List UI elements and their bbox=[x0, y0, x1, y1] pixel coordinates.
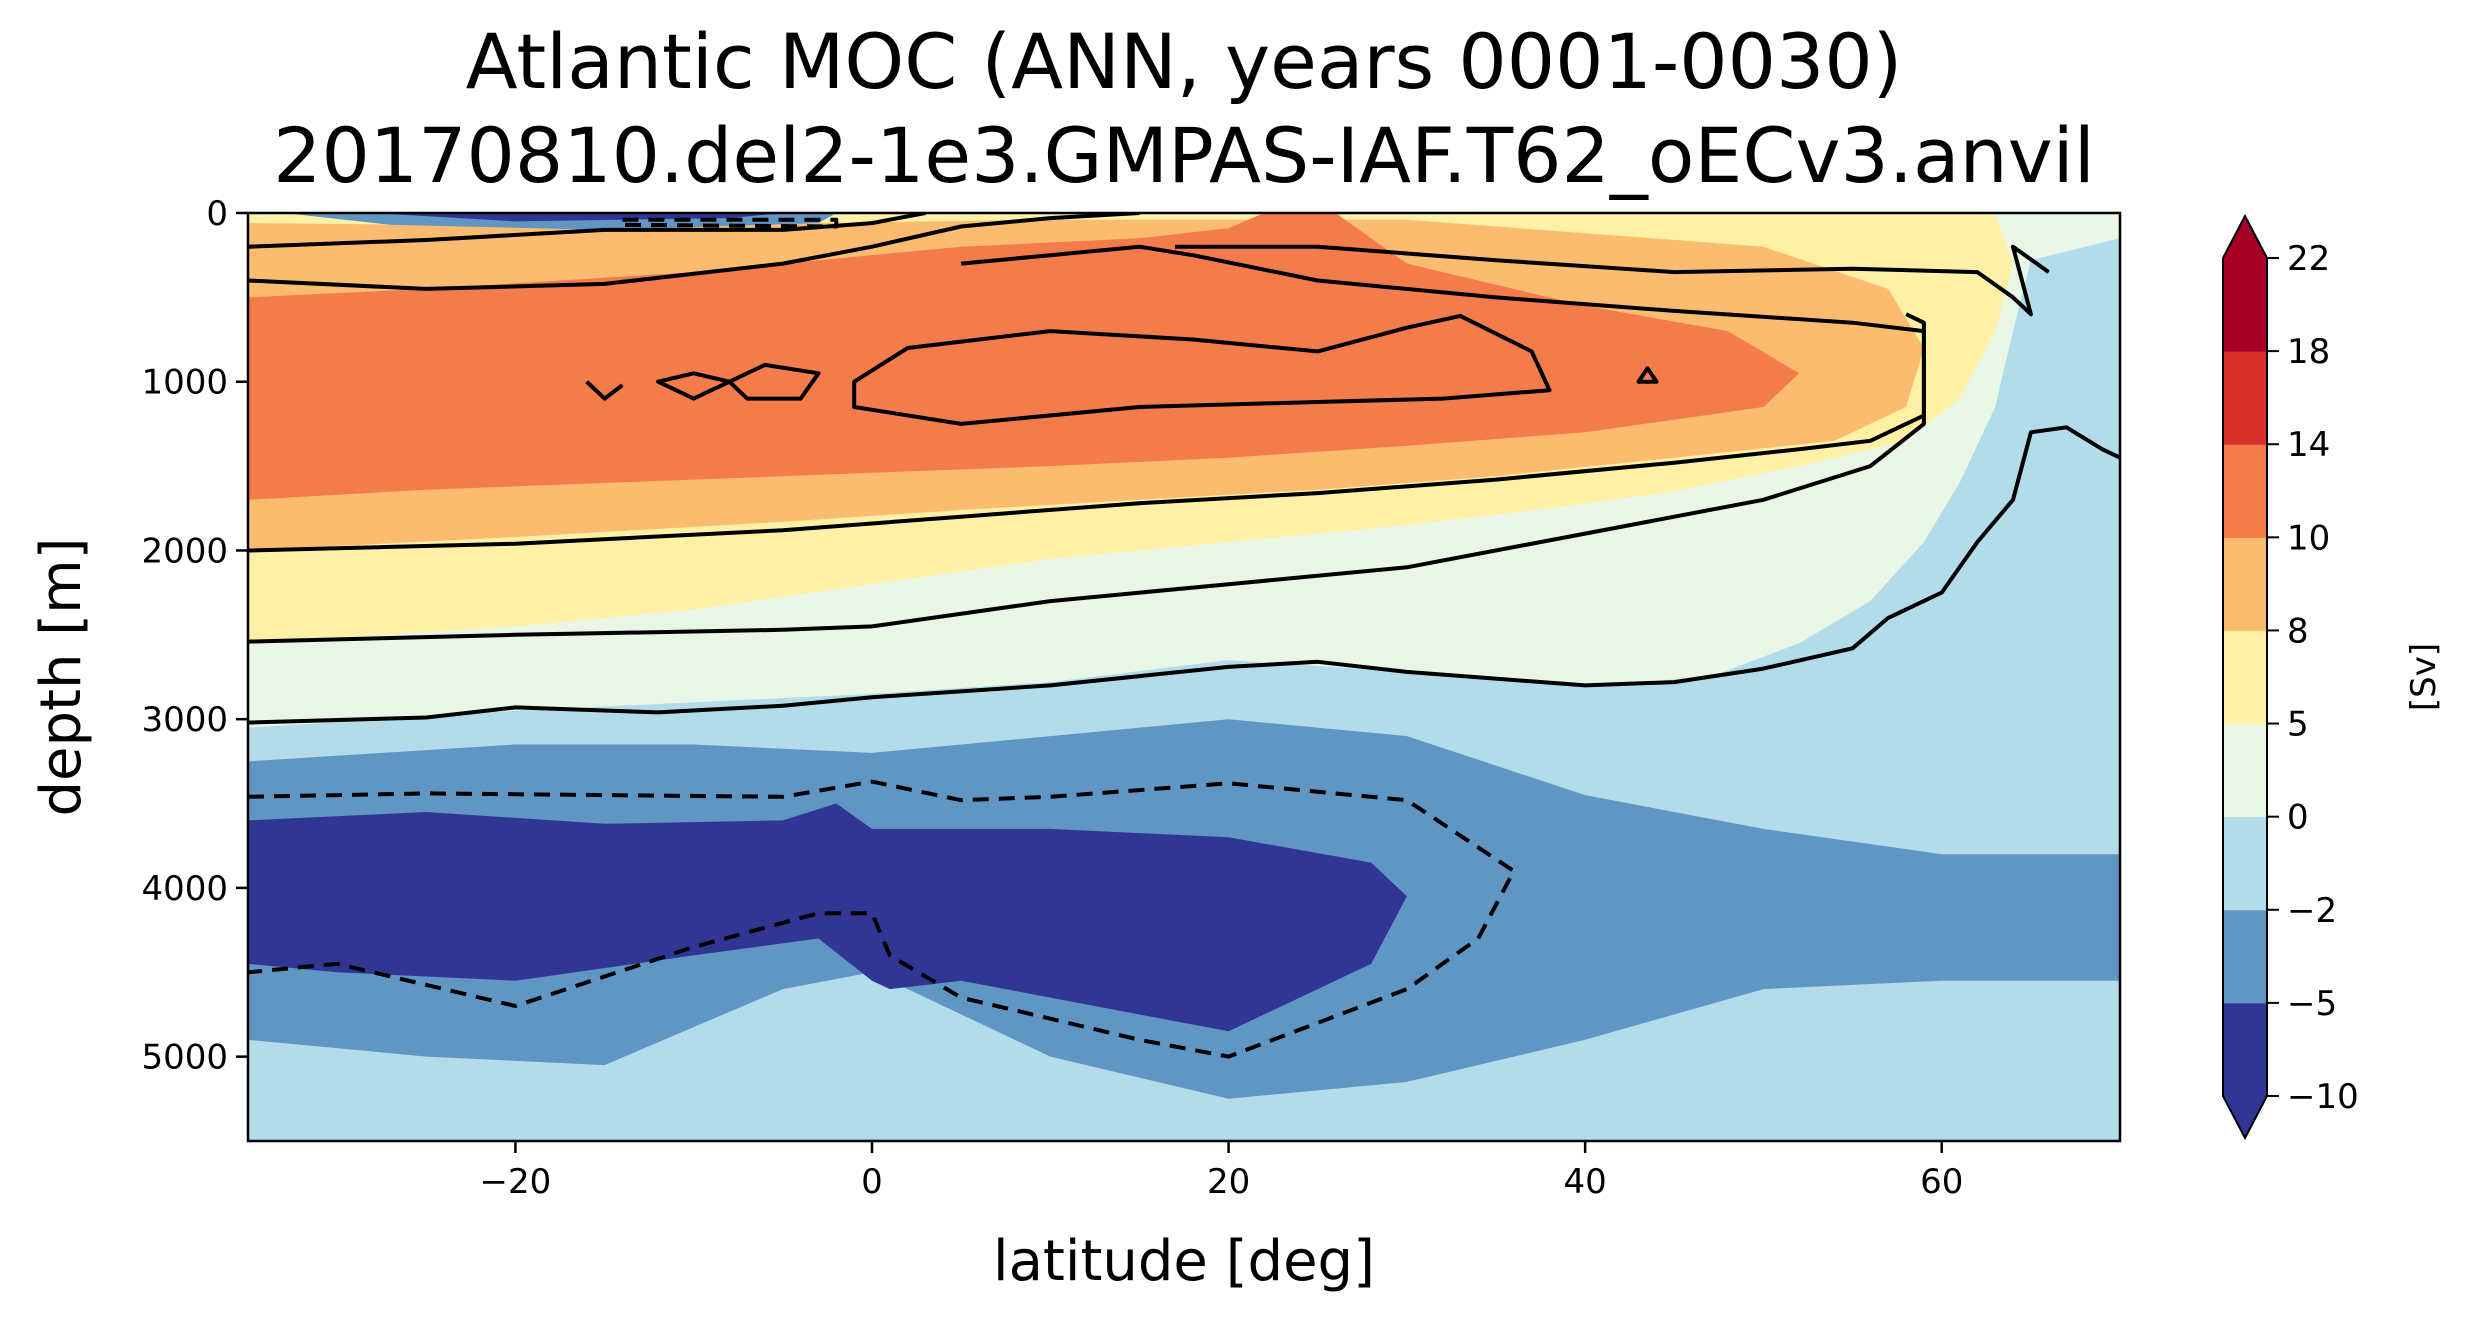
colorbar-tick-label: 14 bbox=[2287, 425, 2330, 465]
fill-band-neg10-neg5 bbox=[248, 803, 1407, 1032]
x-tick-label: −20 bbox=[480, 1162, 552, 1202]
y-tick-label: 1000 bbox=[141, 363, 228, 403]
contour-line-5sv-upper bbox=[248, 213, 926, 249]
contour-line-8sv-upper bbox=[248, 213, 1140, 291]
colorbar-tick-label: 22 bbox=[2287, 239, 2330, 279]
colorbar-segment bbox=[2223, 1002, 2267, 1097]
colorbar-segment bbox=[2223, 444, 2267, 538]
contour-line-5sv-deep bbox=[248, 312, 1926, 644]
contour-line-5sv-north bbox=[1175, 244, 2050, 317]
colorbar-tick-label: 10 bbox=[2287, 518, 2330, 558]
x-axis-ticks: −20 0 20 40 60 bbox=[480, 1141, 1963, 1202]
x-tick-label: 0 bbox=[861, 1162, 883, 1202]
y-tick-label: 4000 bbox=[141, 869, 228, 909]
x-axis-label: latitude [deg] bbox=[993, 1229, 1375, 1294]
contour-line-neg2sv bbox=[248, 779, 1516, 1059]
colorbar: −10 −5 −2 0 5 8 10 14 18 22 bbox=[2222, 213, 2359, 1141]
contour-line-10sv-blob-4 bbox=[1636, 366, 1659, 384]
y-axis-label: depth [m] bbox=[29, 537, 94, 816]
x-tick-label: 20 bbox=[1207, 1162, 1250, 1202]
colorbar-tick-label: −5 bbox=[2287, 984, 2337, 1024]
y-tick-label: 3000 bbox=[141, 700, 228, 740]
colorbar-segment bbox=[2223, 816, 2267, 911]
contour-lines bbox=[248, 213, 2120, 1059]
x-tick-label: 40 bbox=[1564, 1162, 1607, 1202]
y-tick-label: 2000 bbox=[141, 531, 228, 571]
colorbar-tick-label: −2 bbox=[2287, 891, 2337, 931]
contour-line-neg2sv-surface bbox=[622, 217, 839, 229]
colorbar-segment bbox=[2223, 351, 2267, 445]
colorbar-tick-label: 18 bbox=[2287, 332, 2330, 372]
chart-title-line-2: 20170810.del2-1e3.GMPAS-IAF.T62_oECv3.an… bbox=[273, 111, 2095, 200]
colorbar-segment bbox=[2223, 258, 2267, 352]
colorbar-segment bbox=[2223, 909, 2267, 1004]
contour-fills bbox=[248, 213, 2120, 1141]
fill-band-10-14 bbox=[248, 213, 1800, 500]
y-axis-ticks: 0 1000 2000 3000 4000 5000 bbox=[141, 194, 248, 1078]
contour-line-10sv-main bbox=[852, 313, 1552, 426]
y-tick-label: 5000 bbox=[141, 1038, 228, 1078]
colorbar-tick-label: 8 bbox=[2287, 611, 2309, 651]
contour-line-0sv bbox=[248, 425, 2120, 725]
chart-title-line-1: Atlantic MOC (ANN, years 0001-0030) bbox=[466, 17, 1903, 106]
plot-frame bbox=[246, 211, 2122, 1143]
colorbar-segment bbox=[2223, 537, 2267, 631]
colorbar-segment bbox=[2223, 723, 2267, 818]
contour-line-8sv bbox=[248, 244, 1926, 553]
x-tick-label: 60 bbox=[1920, 1162, 1963, 1202]
contour-line-10sv-blob-3 bbox=[727, 362, 821, 401]
colorbar-label: [Sv] bbox=[2404, 643, 2444, 711]
colorbar-extend-min bbox=[2223, 1096, 2267, 1138]
contour-line-10sv-blob-1 bbox=[585, 380, 624, 401]
colorbar-tick-label: 5 bbox=[2287, 705, 2309, 745]
fill-surface-neg-core bbox=[372, 213, 783, 222]
colorbar-extend-max bbox=[2223, 216, 2267, 258]
colorbar-segment bbox=[2223, 630, 2267, 725]
y-tick-label: 0 bbox=[206, 194, 228, 234]
colorbar-tick-label: −10 bbox=[2287, 1077, 2359, 1117]
colorbar-tick-label: 0 bbox=[2287, 798, 2309, 838]
